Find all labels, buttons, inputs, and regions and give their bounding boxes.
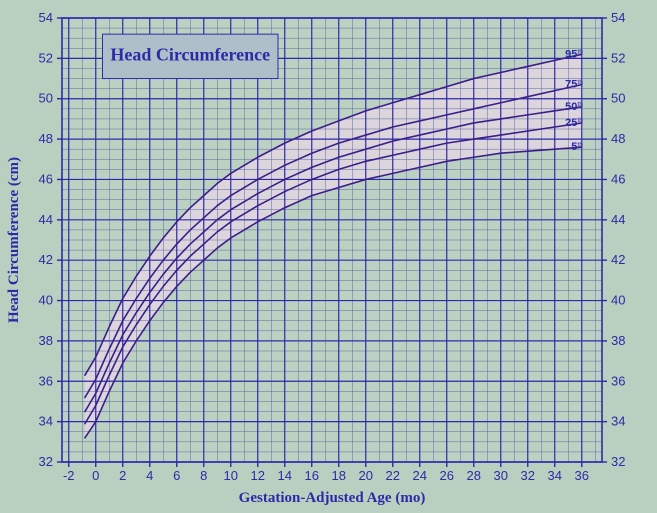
x-tick-label: 18 [332,468,346,483]
y-tick-label-left: 46 [39,171,53,186]
y-tick-label-right: 48 [611,131,625,146]
y-tick-label-left: 50 [39,91,53,106]
y-tick-label-left: 42 [39,252,53,267]
y-tick-label-left: 32 [39,454,53,469]
y-tick-label-left: 54 [39,10,53,25]
x-tick-label: 16 [305,468,319,483]
y-tick-label-right: 38 [611,333,625,348]
y-tick-label-right: 50 [611,91,625,106]
x-axis-label: Gestation-Adjusted Age (mo) [239,490,426,506]
x-tick-label: 20 [359,468,373,483]
y-tick-label-right: 52 [611,50,625,65]
x-tick-label: 36 [575,468,589,483]
y-tick-label-right: 46 [611,171,625,186]
x-tick-label: -2 [63,468,75,483]
x-tick-label: 30 [494,468,508,483]
y-tick-label-left: 44 [39,212,53,227]
x-tick-label: 6 [173,468,180,483]
y-tick-label-right: 36 [611,373,625,388]
x-tick-label: 26 [440,468,454,483]
x-tick-label: 14 [278,468,292,483]
x-tick-label: 10 [224,468,238,483]
y-tick-label-left: 48 [39,131,53,146]
growth-chart-svg: Head Circumference-202468101214161820222… [0,0,657,513]
x-tick-label: 22 [386,468,400,483]
x-tick-label: 24 [413,468,427,483]
x-tick-label: 34 [548,468,562,483]
y-tick-label-left: 36 [39,373,53,388]
y-tick-label-left: 40 [39,293,53,308]
y-tick-label-left: 34 [39,414,53,429]
y-tick-label-right: 32 [611,454,625,469]
y-tick-label-right: 40 [611,293,625,308]
x-tick-label: 12 [251,468,265,483]
x-tick-label: 8 [200,468,207,483]
chart-title: Head Circumference [110,44,270,64]
y-tick-label-right: 42 [611,252,625,267]
y-axis-label: Head Circumference (cm) [6,157,22,323]
y-tick-label-left: 38 [39,333,53,348]
chart-container: Head Circumference-202468101214161820222… [0,0,657,513]
y-tick-label-right: 34 [611,414,625,429]
x-tick-label: 0 [92,468,99,483]
x-tick-label: 32 [521,468,535,483]
y-tick-label-right: 44 [611,212,625,227]
y-tick-label-right: 54 [611,10,625,25]
x-tick-label: 4 [146,468,153,483]
x-tick-label: 28 [467,468,481,483]
x-tick-label: 2 [119,468,126,483]
y-tick-label-left: 52 [39,50,53,65]
